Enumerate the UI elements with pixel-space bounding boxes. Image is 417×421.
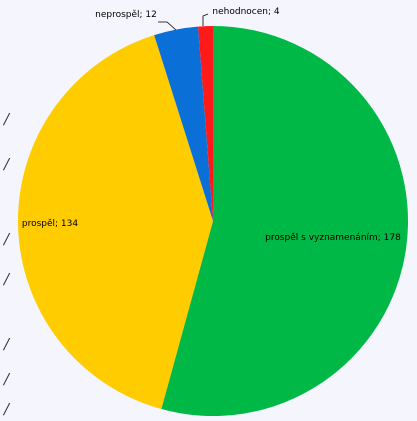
pie-slice-3 [154,26,213,221]
pie-slice-4 [198,26,213,221]
pie-slice-2 [17,35,214,410]
pie-slices [17,26,408,416]
slice-label: neprospěl; 12 [95,10,157,20]
background-mark: / [4,110,10,128]
pie-labels: prospěl s vyznamenáním; 178 prospěl; 134 n… [22,7,401,243]
background-mark: / [4,155,10,173]
slice-label: prospěl s vyznamenáním; 178 [265,233,401,243]
leader-line [202,13,209,26]
background-mark: / [4,335,10,353]
background-mark: / [4,400,10,418]
background-mark: / [4,370,10,388]
slice-label: nehodnocen; 4 [212,7,279,17]
slice-label: prospěl; 134 [22,219,79,229]
background-mark: / [4,230,10,248]
pie-slice-1 [161,26,408,416]
background-mark: / [4,270,10,288]
leader-line [158,21,177,31]
